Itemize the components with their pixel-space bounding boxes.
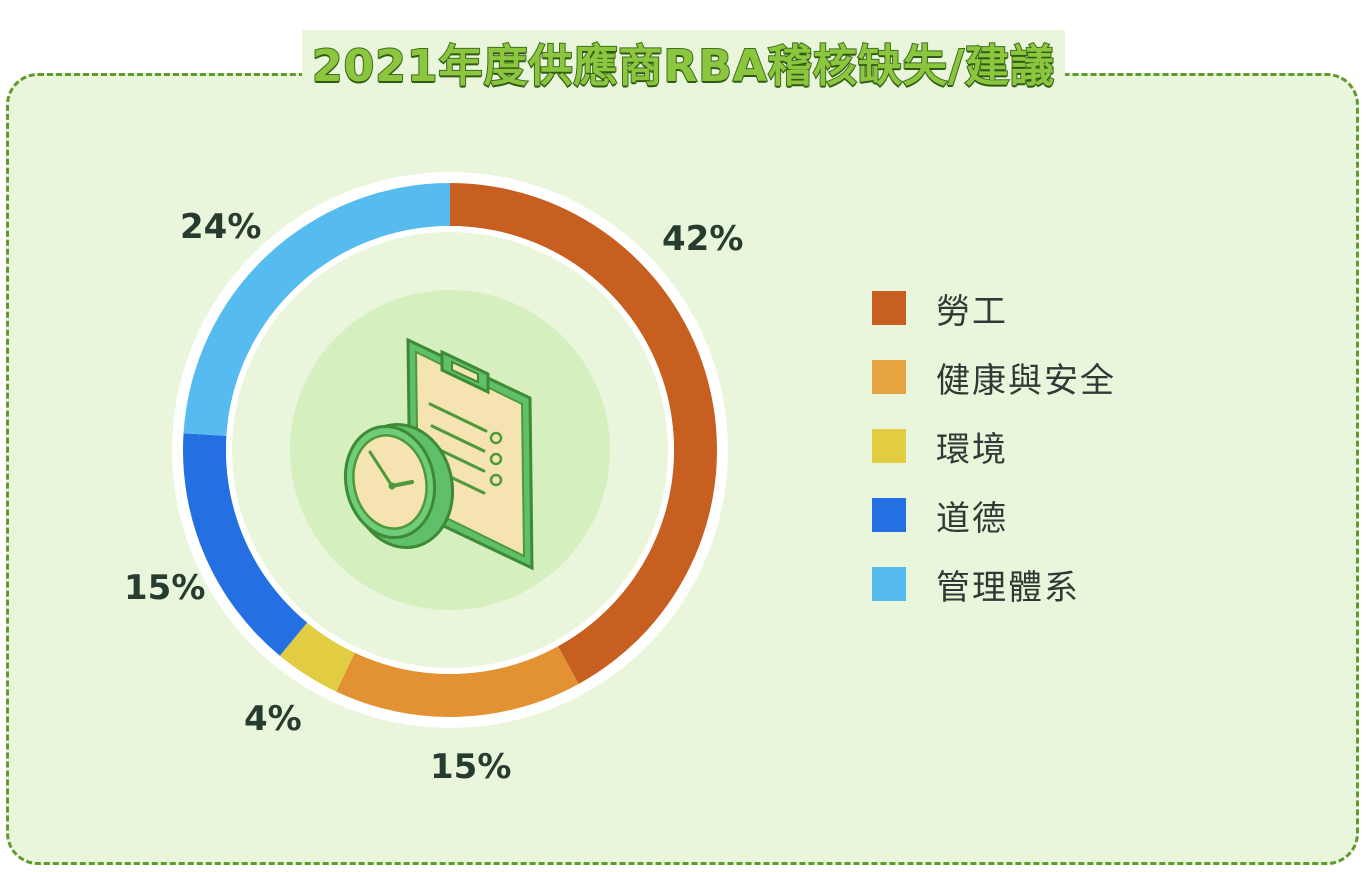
chart-title: 2021年度供應商RBA稽核缺失/建議	[301, 30, 1065, 94]
legend-label-labor: 勞工	[936, 291, 1008, 332]
percent-label-management: 24%	[180, 207, 261, 247]
legend-item-ethics: 道德	[872, 497, 1116, 539]
legend-swatch-environment	[872, 429, 906, 463]
donut-slice-labor	[450, 183, 717, 684]
legend-swatch-management	[872, 567, 906, 601]
legend-item-labor: 勞工	[872, 290, 1116, 332]
legend-swatch-labor	[872, 291, 906, 325]
donut-slice-management	[183, 183, 451, 436]
legend-label-environment: 環境	[936, 429, 1008, 470]
clipboard-clock-icon	[343, 337, 534, 571]
legend-item-environment: 環境	[872, 428, 1116, 470]
percent-label-environment: 4%	[244, 699, 302, 739]
donut-slice-environment	[279, 622, 355, 692]
title-wrapper: 2021年度供應商RBA稽核缺失/建議	[0, 30, 1367, 94]
legend-label-management: 管理體系	[936, 567, 1080, 608]
donut-slice-ethics	[183, 433, 308, 656]
legend-swatch-health-safety	[872, 360, 906, 394]
percent-labels: 42% 15% 4% 15% 24%	[124, 207, 743, 787]
donut-slice-health-safety	[336, 646, 579, 717]
percent-label-ethics: 15%	[124, 568, 205, 608]
percent-label-health-safety: 15%	[430, 747, 511, 787]
legend: 勞工 健康與安全 環境 道德 管理體系	[872, 290, 1116, 635]
donut-slices	[183, 183, 717, 717]
percent-label-labor: 42%	[662, 219, 743, 259]
legend-item-health-safety: 健康與安全	[872, 359, 1116, 401]
legend-label-health-safety: 健康與安全	[936, 360, 1116, 401]
legend-item-management: 管理體系	[872, 566, 1116, 608]
legend-label-ethics: 道德	[936, 498, 1008, 539]
legend-swatch-ethics	[872, 498, 906, 532]
